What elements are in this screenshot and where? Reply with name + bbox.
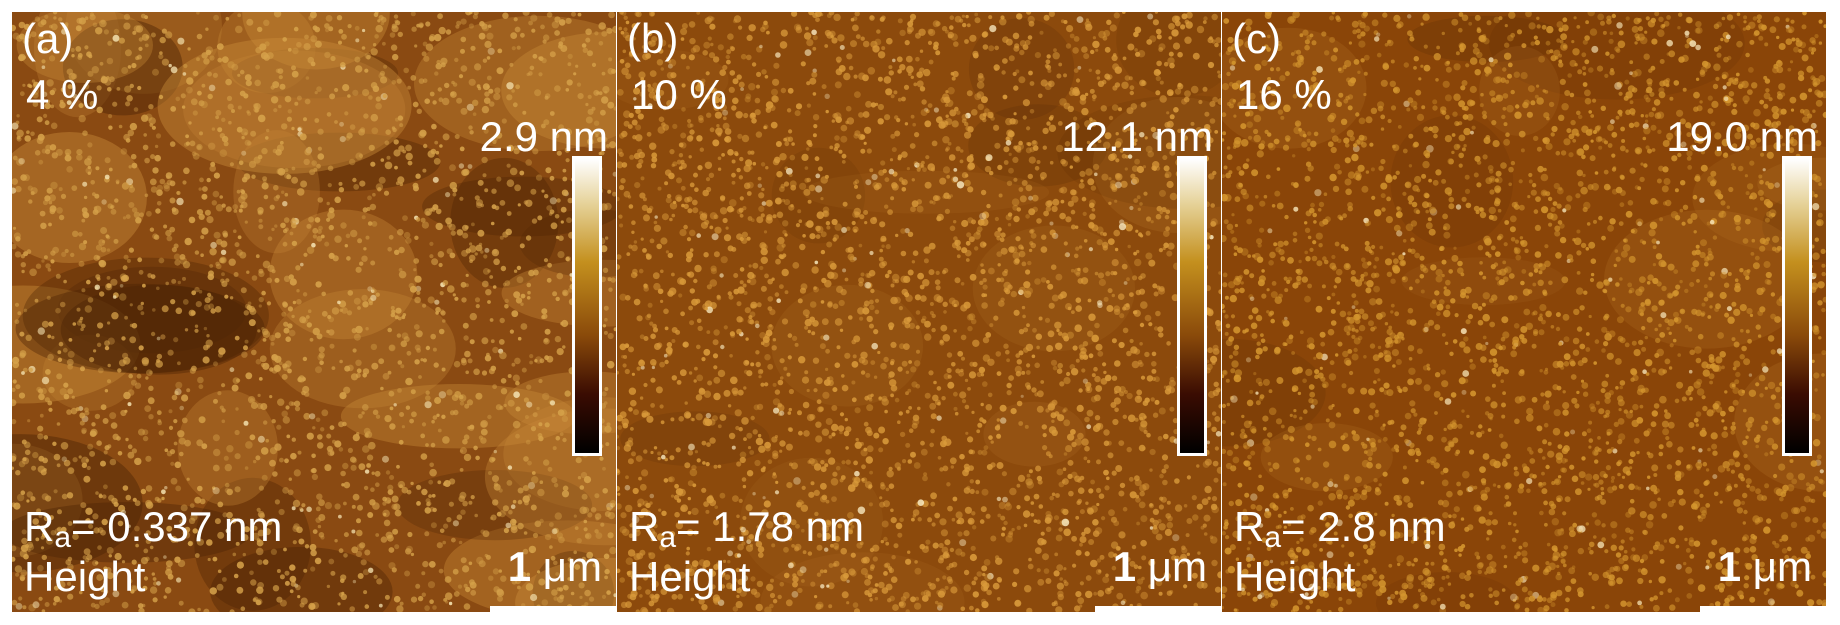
scalebar (1700, 606, 1826, 612)
scalebar-unit: μm (1741, 543, 1812, 590)
colorbar-max-label: 12.1 nm (1061, 113, 1213, 160)
colorbar-max-label: 19.0 nm (1666, 113, 1818, 160)
panel-label: (b) (627, 15, 679, 62)
scalebar (490, 606, 616, 612)
roughness-symbol: R (629, 503, 660, 550)
scalebar-number: 1 (507, 543, 532, 590)
roughness-value: = 0.337 nm (71, 503, 283, 550)
roughness-value: = 1.78 nm (676, 503, 864, 550)
roughness-label: Ra= 2.8 nm (1234, 503, 1446, 553)
height-colorbar (572, 156, 602, 456)
afm-height-image-b (617, 12, 1221, 612)
roughness-subscript: a (54, 521, 72, 554)
channel-label: Height (24, 553, 146, 600)
afm-panel-a: (a) 4 % 2.9 nm Ra= 0.337 nm Height 1 μm (12, 12, 616, 612)
scalebar-label: 1 μm (508, 546, 602, 588)
roughness-label: Ra= 0.337 nm (24, 503, 283, 553)
panel-label: (c) (1232, 15, 1281, 62)
roughness-value: = 2.8 nm (1281, 503, 1446, 550)
roughness-symbol: R (1234, 503, 1265, 550)
scalebar-label: 1 μm (1718, 546, 1812, 588)
height-colorbar (1782, 156, 1812, 456)
scalebar-number: 1 (1717, 543, 1742, 590)
channel-label: Height (1234, 553, 1356, 600)
afm-panel-c: (c) 16 % 19.0 nm Ra= 2.8 nm Height 1 μm (1222, 12, 1826, 612)
roughness-subscript: a (1264, 521, 1282, 554)
concentration-label: 10 % (631, 71, 727, 118)
roughness-subscript: a (659, 521, 677, 554)
concentration-label: 16 % (1236, 71, 1332, 118)
afm-panel-b: (b) 10 % 12.1 nm Ra= 1.78 nm Height 1 μm (617, 12, 1221, 612)
colorbar-max-label: 2.9 nm (479, 113, 608, 160)
roughness-label: Ra= 1.78 nm (629, 503, 864, 553)
panel-label: (a) (22, 15, 74, 62)
scalebar-unit: μm (1136, 543, 1207, 590)
scalebar-number: 1 (1112, 543, 1137, 590)
scalebar-label: 1 μm (1113, 546, 1207, 588)
roughness-symbol: R (24, 503, 55, 550)
scalebar-unit: μm (531, 543, 602, 590)
afm-height-image-c (1222, 12, 1826, 612)
concentration-label: 4 % (26, 71, 99, 118)
scalebar (1095, 606, 1221, 612)
channel-label: Height (629, 553, 751, 600)
height-colorbar (1177, 156, 1207, 456)
